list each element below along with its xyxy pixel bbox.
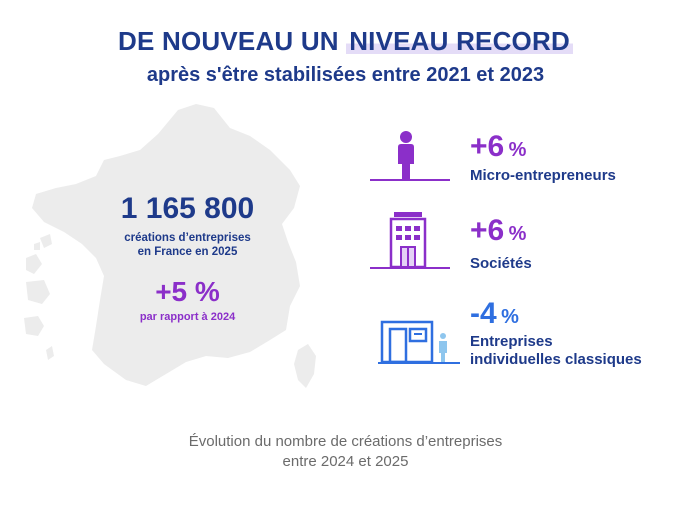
overall-change: +5 % (155, 276, 220, 307)
total-caption: créations d’entreprises en France en 202… (100, 231, 275, 259)
total-creations: 1 165 800 (120, 192, 255, 225)
page-title: DE NOUVEAU UN NIVEAU RECORD (0, 26, 691, 57)
societes-label: Sociétés (470, 255, 532, 272)
ei-value: -4 % (470, 297, 519, 330)
ei-label-line2: individuelles classiques (470, 351, 642, 368)
guadeloupe-shape (34, 234, 52, 250)
total-caption-line2: en France en 2025 (137, 246, 238, 258)
page-subtitle: après s'être stabilisées entre 2021 et 2… (146, 64, 545, 86)
overall-change-caption: par rapport à 2024 (139, 311, 236, 323)
mayotte-shape (46, 346, 54, 360)
total-caption-line1: créations d’entreprises (124, 232, 251, 244)
office-building-icon (370, 212, 450, 269)
shop-icon (378, 320, 460, 364)
reunion-shape (24, 316, 44, 336)
martinique-shape (26, 254, 42, 274)
ei-label-line1: Entreprises (470, 333, 553, 350)
footer-line1: Évolution du nombre de créations d’entre… (188, 433, 503, 450)
title-part1: DE NOUVEAU UN (118, 26, 347, 56)
person-icon (370, 131, 450, 181)
micro-label: Micro-entrepreneurs (470, 167, 616, 184)
societes-value: +6 % (470, 214, 527, 247)
footer-line2: entre 2024 et 2025 (282, 453, 409, 470)
mainland-france-shape (32, 104, 300, 386)
micro-value: +6 % (470, 130, 527, 163)
corsica-shape (294, 344, 316, 388)
footer-caption: Évolution du nombre de créations d’entre… (0, 432, 691, 472)
guyane-shape (26, 280, 50, 304)
title-highlight: NIVEAU RECORD (346, 26, 573, 56)
ei-label: Entreprises individuelles classiques (470, 333, 642, 369)
